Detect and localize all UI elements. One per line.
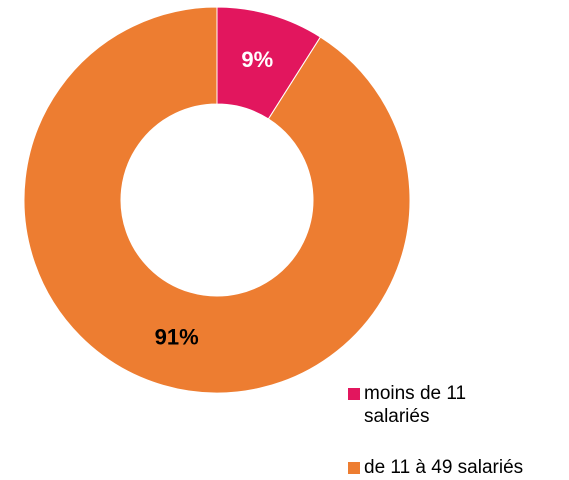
legend-swatch: [348, 388, 360, 400]
legend-item: moins de 11 salariés: [348, 382, 488, 428]
donut-slice: [23, 6, 411, 394]
legend-swatch: [348, 462, 360, 474]
legend-label: de 11 à 49 salariés: [364, 457, 524, 478]
data-label: 9%: [241, 47, 273, 72]
legend-item: de 11 à 49 salariés: [348, 456, 568, 479]
data-label: 91%: [155, 325, 199, 350]
legend-label: moins de 11 salariés: [364, 383, 467, 427]
